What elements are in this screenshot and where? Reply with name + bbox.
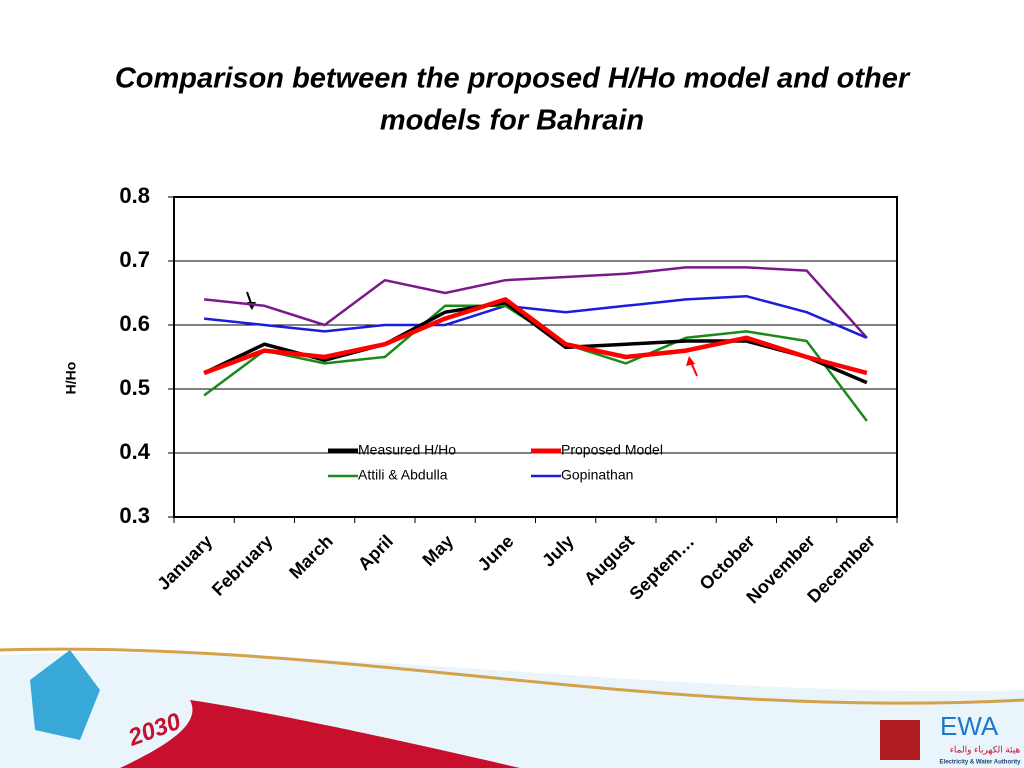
y-axis-label: H/Ho: [63, 362, 79, 395]
emblem: [880, 720, 920, 760]
x-tick-label: August: [580, 531, 638, 589]
swoosh: [0, 652, 1024, 768]
logo-subtitle: Electricity & Water Authority: [940, 760, 1022, 766]
x-tick-label: Septem…: [625, 531, 698, 604]
x-tick-label: May: [418, 531, 457, 570]
logo-arabic: هيئة الكهرباء والماء: [950, 744, 1021, 755]
legend-label: Attili & Abdulla: [358, 467, 448, 483]
x-tick-label: April: [354, 531, 397, 574]
y-tick-label: 0.3: [119, 503, 150, 528]
chart-title: models for Bahrain: [380, 105, 644, 137]
plot-frame: [173, 196, 898, 518]
series-line: [203, 266, 868, 339]
legend-label: Measured H/Ho: [358, 442, 456, 458]
legend-label: Proposed Model: [561, 442, 663, 458]
legend-label: Gopinathan: [561, 467, 633, 483]
x-tick-label: June: [474, 531, 518, 575]
chart-title: Comparison between the proposed H/Ho mod…: [115, 63, 911, 95]
swoosh: [0, 647, 1024, 705]
y-tick-label: 0.7: [119, 247, 150, 272]
crystal: [30, 650, 100, 740]
y-tick-label: 0.8: [119, 183, 150, 208]
flag-shape: [120, 700, 520, 768]
y-tick-label: 0.5: [119, 375, 150, 400]
x-tick-label: October: [696, 531, 759, 594]
y-tick-label: 0.4: [119, 439, 150, 464]
series-line: [203, 294, 868, 339]
x-tick-label: January: [153, 531, 216, 594]
x-tick-label: February: [208, 531, 277, 600]
x-tick-label: March: [285, 531, 337, 583]
x-tick-label: July: [538, 531, 578, 571]
y-tick-label: 0.6: [119, 311, 150, 336]
series-line: [203, 297, 868, 376]
footer-decor: [0, 647, 1024, 768]
logo: EWA: [940, 711, 999, 741]
arrow-head: [686, 356, 695, 366]
